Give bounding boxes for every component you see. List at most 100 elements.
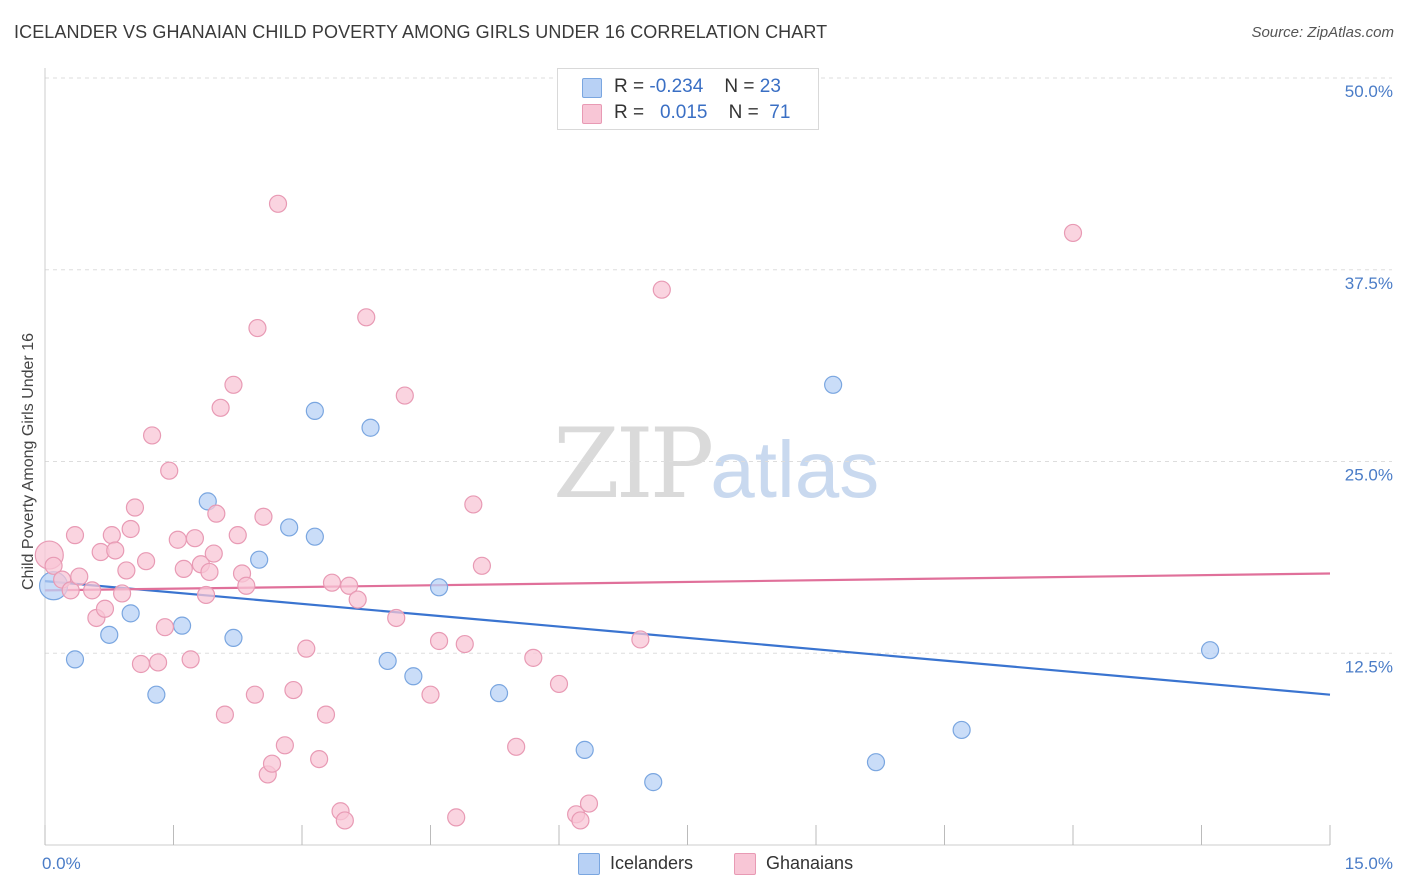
- point-ghanaians: [211, 398, 230, 417]
- point-ghanaians: [106, 541, 125, 560]
- point-ghanaians: [160, 461, 179, 480]
- point-ghanaians: [125, 498, 145, 517]
- point-ghanaians: [316, 705, 336, 724]
- watermark-atlas: atlas: [710, 425, 880, 514]
- point-icelanders: [952, 720, 971, 740]
- point-ghanaians: [464, 495, 483, 514]
- data-points: [34, 194, 1220, 830]
- point-ghanaians: [142, 426, 162, 445]
- legend-text-icelanders: R = -0.234 N = 23: [614, 76, 781, 98]
- n-value-icelanders: 23: [759, 76, 781, 97]
- point-icelanders: [378, 651, 397, 671]
- point-icelanders: [100, 625, 119, 644]
- point-icelanders: [489, 684, 509, 703]
- watermark-zip: ZIP: [553, 408, 714, 520]
- point-ghanaians: [631, 630, 650, 649]
- point-ghanaians: [268, 194, 288, 213]
- trend-line-ghanaians: [44, 572, 1331, 592]
- x-tick-label-min: 0.0%: [42, 854, 81, 873]
- y-tick-label: 37.5%: [1345, 274, 1393, 293]
- point-icelanders: [1200, 641, 1220, 660]
- point-ghanaians: [571, 811, 590, 830]
- trend-lines: [44, 572, 1331, 696]
- point-ghanaians: [472, 556, 491, 575]
- r-value-ghanaians: 0.015: [659, 102, 708, 123]
- point-ghanaians: [204, 544, 223, 563]
- point-ghanaians: [248, 318, 267, 338]
- point-ghanaians: [95, 599, 115, 618]
- r-label: R =: [614, 102, 645, 123]
- point-ghanaians: [335, 811, 354, 830]
- point-ghanaians: [549, 674, 569, 694]
- point-ghanaians: [421, 685, 440, 704]
- point-icelanders: [65, 650, 85, 669]
- point-ghanaians: [275, 736, 294, 755]
- point-ghanaians: [254, 507, 273, 526]
- point-ghanaians: [65, 526, 85, 545]
- point-ghanaians: [507, 737, 526, 756]
- point-ghanaians: [215, 705, 234, 724]
- point-ghanaians: [340, 576, 359, 595]
- axes: [44, 68, 1331, 846]
- bottom-swatch-ghanaians: [734, 853, 756, 875]
- bottom-swatch-icelanders: [578, 853, 600, 875]
- point-icelanders: [147, 685, 166, 704]
- chart-title: ICELANDER VS GHANAIAN CHILD POVERTY AMON…: [14, 22, 828, 42]
- y-tick-label: 50.0%: [1345, 82, 1393, 101]
- r-label: R =: [614, 76, 645, 97]
- point-icelanders: [121, 604, 140, 623]
- point-ghanaians: [117, 561, 136, 580]
- point-ghanaians: [83, 581, 102, 600]
- point-ghanaians: [155, 618, 175, 637]
- point-icelanders: [866, 753, 886, 772]
- bottom-legend-icelanders: Icelanders: [578, 852, 718, 878]
- point-icelanders: [250, 550, 269, 569]
- point-ghanaians: [387, 608, 406, 628]
- point-icelanders: [361, 418, 380, 437]
- n-label: N =: [728, 102, 759, 123]
- source-label: Source: ZipAtlas.com: [1251, 24, 1394, 41]
- point-ghanaians: [121, 519, 140, 539]
- point-ghanaians: [102, 526, 121, 545]
- point-icelanders: [305, 401, 324, 420]
- point-ghanaians: [207, 504, 226, 523]
- bottom-legend-ghanaians: Ghanaians: [734, 852, 874, 878]
- point-ghanaians: [112, 584, 132, 603]
- point-ghanaians: [168, 530, 187, 549]
- point-ghanaians: [70, 567, 89, 586]
- y-axis-title: Child Poverty Among Girls Under 16: [20, 333, 37, 590]
- point-ghanaians: [131, 654, 151, 674]
- point-icelanders: [824, 375, 843, 394]
- point-ghanaians: [310, 749, 329, 769]
- legend-text-ghanaians: R = 0.015 N = 71: [614, 102, 790, 124]
- point-ghanaians: [228, 526, 247, 545]
- trend-line-icelanders: [44, 580, 1331, 696]
- point-ghanaians: [196, 585, 216, 605]
- point-icelanders: [575, 740, 594, 759]
- tick-labels: 12.5% 25.0% 37.5% 50.0% 0.0% 15.0% Child Pover…: [20, 82, 1393, 873]
- r-value-icelanders: -0.234: [649, 76, 704, 97]
- point-ghanaians: [185, 529, 205, 548]
- point-ghanaians: [148, 653, 168, 672]
- point-ghanaians: [245, 685, 264, 704]
- point-ghanaians: [262, 754, 282, 773]
- n-value-ghanaians: 71: [769, 102, 791, 123]
- point-icelanders: [280, 518, 299, 537]
- point-ghanaians: [652, 280, 671, 299]
- point-ghanaians: [395, 386, 414, 405]
- point-ghanaians: [61, 581, 80, 600]
- point-ghanaians: [136, 552, 156, 571]
- point-ghanaians: [524, 648, 543, 667]
- legend-swatch-icelanders: [582, 78, 602, 98]
- point-icelanders: [305, 527, 324, 546]
- point-ghanaians: [297, 639, 316, 658]
- point-ghanaians: [237, 576, 256, 595]
- point-ghanaians: [181, 650, 200, 669]
- point-ghanaians: [357, 308, 376, 327]
- point-icelanders: [172, 616, 192, 635]
- x-tick-label-max: 15.0%: [1345, 854, 1393, 873]
- point-ghanaians: [284, 680, 303, 700]
- point-icelanders: [644, 773, 663, 792]
- stats-legend: R = -0.234 N = 23 R = 0.015 N = 71: [557, 68, 819, 130]
- legend-swatch-ghanaians: [582, 104, 602, 124]
